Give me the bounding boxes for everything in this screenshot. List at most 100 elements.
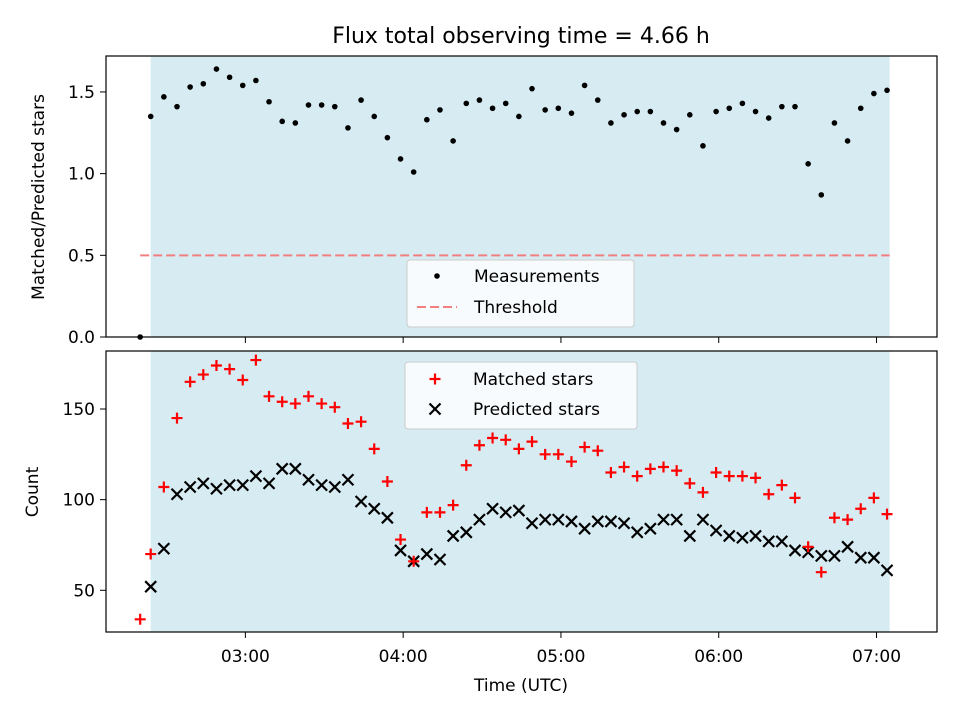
measurement-point xyxy=(345,125,351,131)
matched-stars-point xyxy=(421,506,433,518)
bottom-y-tick-label: 100 xyxy=(63,491,95,511)
measurement-point xyxy=(700,143,706,149)
measurement-point xyxy=(568,110,575,116)
predicted-stars-point xyxy=(854,551,868,564)
matched-stars-point xyxy=(658,461,670,473)
measurement-point xyxy=(200,80,207,87)
matched-stars-point xyxy=(618,461,630,473)
measurement-point xyxy=(857,105,864,112)
predicted-stars-point xyxy=(538,513,552,526)
matched-stars-point xyxy=(276,396,288,408)
predicted-stars-point xyxy=(775,535,789,548)
matched-stars-point xyxy=(644,463,656,475)
predicted-stars-point xyxy=(486,502,499,516)
measurement-point xyxy=(424,116,430,123)
measurement-point xyxy=(279,118,285,125)
predicted-stars-point xyxy=(236,478,250,492)
top-legend-box xyxy=(406,259,635,328)
measurement-point xyxy=(805,161,811,167)
measurement-point xyxy=(713,108,719,115)
measurement-point xyxy=(174,103,180,110)
bottom-x-tick-label: 04:00 xyxy=(379,647,428,667)
measurement-point xyxy=(673,126,680,133)
measurement-point xyxy=(687,112,693,118)
measurement-point xyxy=(529,85,535,92)
matched-stars-point xyxy=(776,479,788,491)
measurement-point xyxy=(621,112,627,118)
measurement-point xyxy=(581,82,588,89)
matched-stars-point xyxy=(513,443,525,455)
predicted-stars-point xyxy=(302,473,315,486)
matched-stars-point xyxy=(855,503,867,515)
predicted-stars-point xyxy=(433,553,447,566)
matched-stars-point xyxy=(342,418,354,430)
measurement-point xyxy=(161,94,167,100)
matched-stars-point xyxy=(171,412,183,424)
measurement-point xyxy=(594,97,601,103)
matched-stars-point xyxy=(881,508,893,520)
matched-stars-point xyxy=(487,432,499,444)
bottom-x-tick-label: 05:00 xyxy=(536,647,585,667)
matched-stars-point xyxy=(697,486,709,498)
predicted-stars-point xyxy=(591,515,605,528)
predicted-stars-point xyxy=(289,462,302,476)
matched-stars-point xyxy=(565,456,577,468)
legend-measurements-label: Measurements xyxy=(474,267,600,287)
predicted-stars-point xyxy=(762,535,775,548)
matched-stars-point xyxy=(473,439,485,451)
predicted-stars-point xyxy=(552,513,565,526)
measurement-point xyxy=(779,103,785,110)
bottom-panel: 50 100 150 03:00 04:00 05:00 06:00 07:00 Count… xyxy=(23,350,938,696)
predicted-stars-point xyxy=(696,513,710,526)
matched-stars-point xyxy=(434,506,446,518)
predicted-stars-point xyxy=(223,478,236,492)
predicted-stars-point xyxy=(249,469,263,483)
matched-stars-point xyxy=(368,443,380,455)
measurement-point xyxy=(476,97,483,103)
measurement-point xyxy=(844,138,851,144)
predicted-stars-point xyxy=(841,540,854,554)
predicted-stars-point xyxy=(722,529,736,543)
matched-stars-point xyxy=(631,470,643,482)
bottom-x-tick-label: 03:00 xyxy=(221,647,270,667)
predicted-stars-point xyxy=(670,513,683,526)
measurement-point xyxy=(634,108,641,115)
predicted-stars-point xyxy=(512,504,526,517)
measurement-point xyxy=(371,113,378,120)
matched-stars-point xyxy=(592,445,604,457)
predicted-stars-point xyxy=(157,542,171,555)
measurement-point xyxy=(331,103,338,110)
predicted-stars-point xyxy=(749,529,762,543)
predicted-stars-point xyxy=(630,526,644,539)
measurement-point xyxy=(516,113,522,120)
measurement-point xyxy=(555,105,562,112)
matched-stars-point xyxy=(395,534,407,546)
matched-stars-point xyxy=(539,448,551,460)
predicted-stars-point xyxy=(867,551,881,564)
predicted-stars-point xyxy=(354,495,368,508)
matched-stars-point xyxy=(552,448,564,460)
measurement-point xyxy=(765,115,772,121)
matched-stars-point xyxy=(789,492,801,504)
measurement-point xyxy=(437,107,443,113)
top-y-axis: 0.0 0.5 1.0 1.5 xyxy=(68,83,106,348)
matched-stars-point xyxy=(723,470,735,482)
top-legend: Measurements Threshold xyxy=(406,259,635,328)
predicted-stars-point xyxy=(170,487,184,501)
measurement-point xyxy=(608,120,614,126)
top-panel: 0.0 0.5 1.0 1.5 Matched/Predicted stars Mea… xyxy=(29,55,938,348)
predicted-stars-point xyxy=(788,544,802,557)
top-y-tick-label: 1.5 xyxy=(68,83,95,103)
measurement-point xyxy=(266,98,272,105)
matched-stars-point xyxy=(500,434,512,446)
predicted-stars-point xyxy=(828,549,841,563)
predicted-stars-point xyxy=(315,478,328,492)
matched-stars-point xyxy=(210,360,222,372)
predicted-stars-point xyxy=(525,516,539,530)
top-x-axis xyxy=(244,337,878,343)
measurement-point xyxy=(818,192,825,198)
measurement-point xyxy=(739,100,746,107)
matched-stars-point xyxy=(736,470,748,482)
matched-stars-point xyxy=(802,541,814,553)
